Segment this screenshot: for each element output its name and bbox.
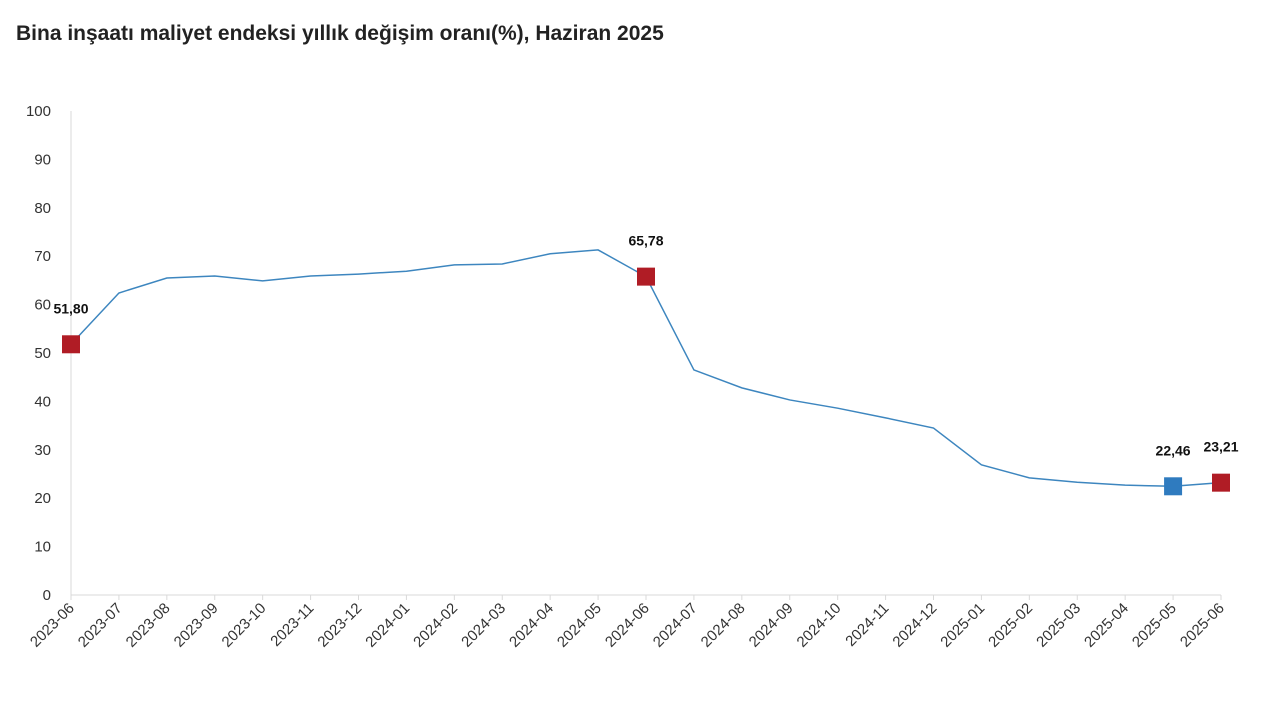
x-tick-label: 2024-04: [506, 600, 557, 651]
x-tick-label: 2025-05: [1129, 600, 1180, 651]
x-tick-label: 2025-01: [937, 600, 988, 651]
point-marker: [1164, 477, 1183, 496]
x-tick-label: 2023-10: [219, 600, 270, 651]
y-tick-label: 90: [34, 151, 51, 168]
x-tick-label: 2025-03: [1033, 600, 1084, 651]
x-tick-label: 2024-02: [410, 600, 461, 651]
x-tick-label: 2024-11: [842, 600, 892, 650]
value-label: 51,80: [53, 300, 88, 316]
value-label: 22,46: [1156, 442, 1191, 458]
y-tick-label: 40: [34, 393, 51, 410]
x-tick-label: 2025-04: [1081, 600, 1132, 651]
y-tick-label: 80: [34, 200, 51, 217]
x-tick-label: 2024-07: [650, 600, 701, 651]
y-tick-label: 60: [34, 297, 51, 314]
y-tick-label: 50: [34, 345, 51, 362]
x-tick-label: 2024-03: [458, 600, 509, 651]
y-tick-label: 30: [34, 442, 51, 459]
x-tick-label: 2023-09: [171, 600, 222, 651]
x-tick-label: 2024-05: [554, 600, 605, 651]
x-tick-label: 2024-01: [362, 600, 413, 651]
x-tick-label: 2025-06: [1177, 600, 1228, 651]
x-tick-label: 2024-08: [698, 600, 749, 651]
x-tick-label: 2024-10: [794, 600, 845, 651]
x-tick-label: 2024-06: [602, 600, 653, 651]
point-marker: [1212, 473, 1230, 492]
y-tick-label: 70: [34, 248, 51, 265]
x-tick-label: 2023-11: [267, 600, 317, 650]
x-tick-label: 2024-12: [889, 600, 940, 651]
x-tick-label: 2023-12: [314, 600, 365, 651]
y-tick-label: 10: [34, 539, 51, 556]
value-label: 23,21: [1203, 439, 1238, 455]
x-tick-label: 2024-09: [746, 600, 797, 651]
point-marker: [62, 335, 80, 354]
chart-title: Bina inşaatı maliyet endeksi yıllık deği…: [16, 22, 664, 45]
y-tick-label: 100: [26, 103, 51, 120]
x-tick-label: 2025-02: [985, 600, 1036, 651]
x-tick-label: 2023-07: [75, 600, 126, 651]
y-tick-label: 0: [43, 587, 51, 604]
x-tick-label: 2023-08: [123, 600, 174, 651]
point-marker: [637, 267, 655, 286]
value-label: 65,78: [628, 233, 663, 249]
y-tick-label: 20: [34, 490, 51, 507]
x-tick-label: 2023-06: [27, 600, 78, 651]
